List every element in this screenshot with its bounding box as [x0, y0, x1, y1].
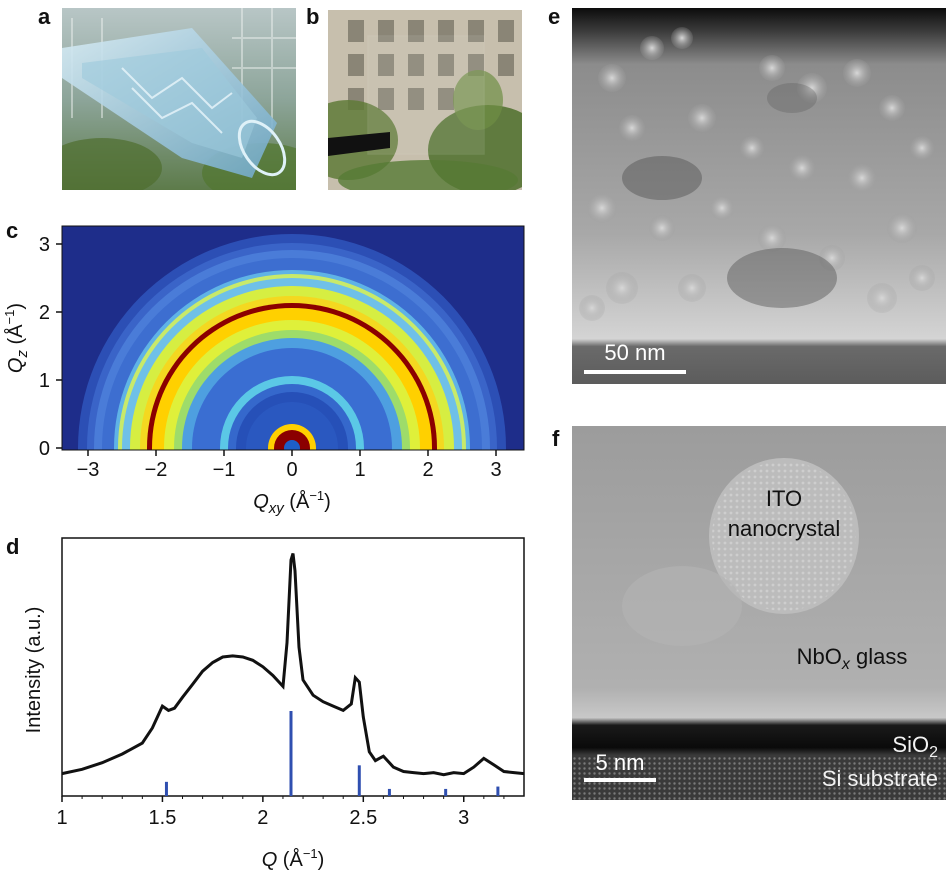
scale-bar-label-e: 50 nm [604, 340, 665, 365]
d-x-tick: 2.5 [349, 807, 377, 829]
panel-letter-f: f [552, 426, 560, 451]
c-y-axis-label: Qz (Å−1) [2, 303, 31, 373]
c-x-tick: 0 [286, 459, 297, 481]
panel-letter-e: e [548, 4, 561, 29]
panel-letter-a: a [38, 4, 51, 29]
scale-bar-label-f: 5 nm [596, 750, 645, 775]
ito-label-line2: nanocrystal [728, 516, 841, 541]
panel-letter-b: b [306, 4, 320, 29]
c-y-tick: 1 [39, 370, 50, 392]
tem-image-f: 5 nm ITO nanocrystal NbOx glass SiO2 Si … [572, 426, 946, 800]
d-x-axis-label: Q (Å−1) [262, 846, 325, 870]
d-x-tick: 1.5 [149, 807, 177, 829]
c-x-tick: 1 [354, 459, 365, 481]
d-x-tick: 2 [257, 807, 268, 829]
c-y-tick: 2 [39, 302, 50, 324]
scattering-pattern-chart: −3 −2 −1 0 1 2 3 0 1 2 3 Qxy (Å−1) Qz (Å… [2, 225, 525, 517]
c-x-tick: 2 [422, 459, 433, 481]
si-substrate-label: Si substrate [822, 766, 938, 791]
c-x-tick: 3 [490, 459, 501, 481]
film-photo [328, 10, 522, 190]
d-x-tick: 3 [458, 807, 469, 829]
vial-photo [62, 8, 296, 190]
intensity-chart: 1 1.5 2 2.5 3 Q (Å−1) Intensity (a.u.) [23, 537, 525, 870]
c-x-tick: −1 [213, 459, 236, 481]
c-x-tick: −3 [77, 459, 100, 481]
scale-bar-f [584, 778, 656, 782]
c-y-tick: 3 [39, 234, 50, 256]
d-y-axis-label: Intensity (a.u.) [23, 607, 45, 734]
intensity-curve [61, 553, 525, 777]
panel-letter-d: d [6, 534, 20, 559]
tem-image-e: 50 nm [572, 8, 946, 384]
c-y-tick: 0 [39, 438, 50, 460]
panel-letter-c: c [6, 218, 19, 243]
scattering-image [62, 226, 524, 450]
d-x-tick: 1 [56, 807, 67, 829]
c-x-tick: −2 [145, 459, 168, 481]
c-x-axis-label: Qxy (Å−1) [253, 488, 331, 517]
sio2-label: SiO2 [892, 732, 938, 761]
nbox-glass-label: NbOx glass [797, 644, 908, 673]
ito-label-line1: ITO [766, 486, 802, 511]
d-plot-frame [61, 537, 525, 797]
scale-bar-e [584, 370, 686, 374]
